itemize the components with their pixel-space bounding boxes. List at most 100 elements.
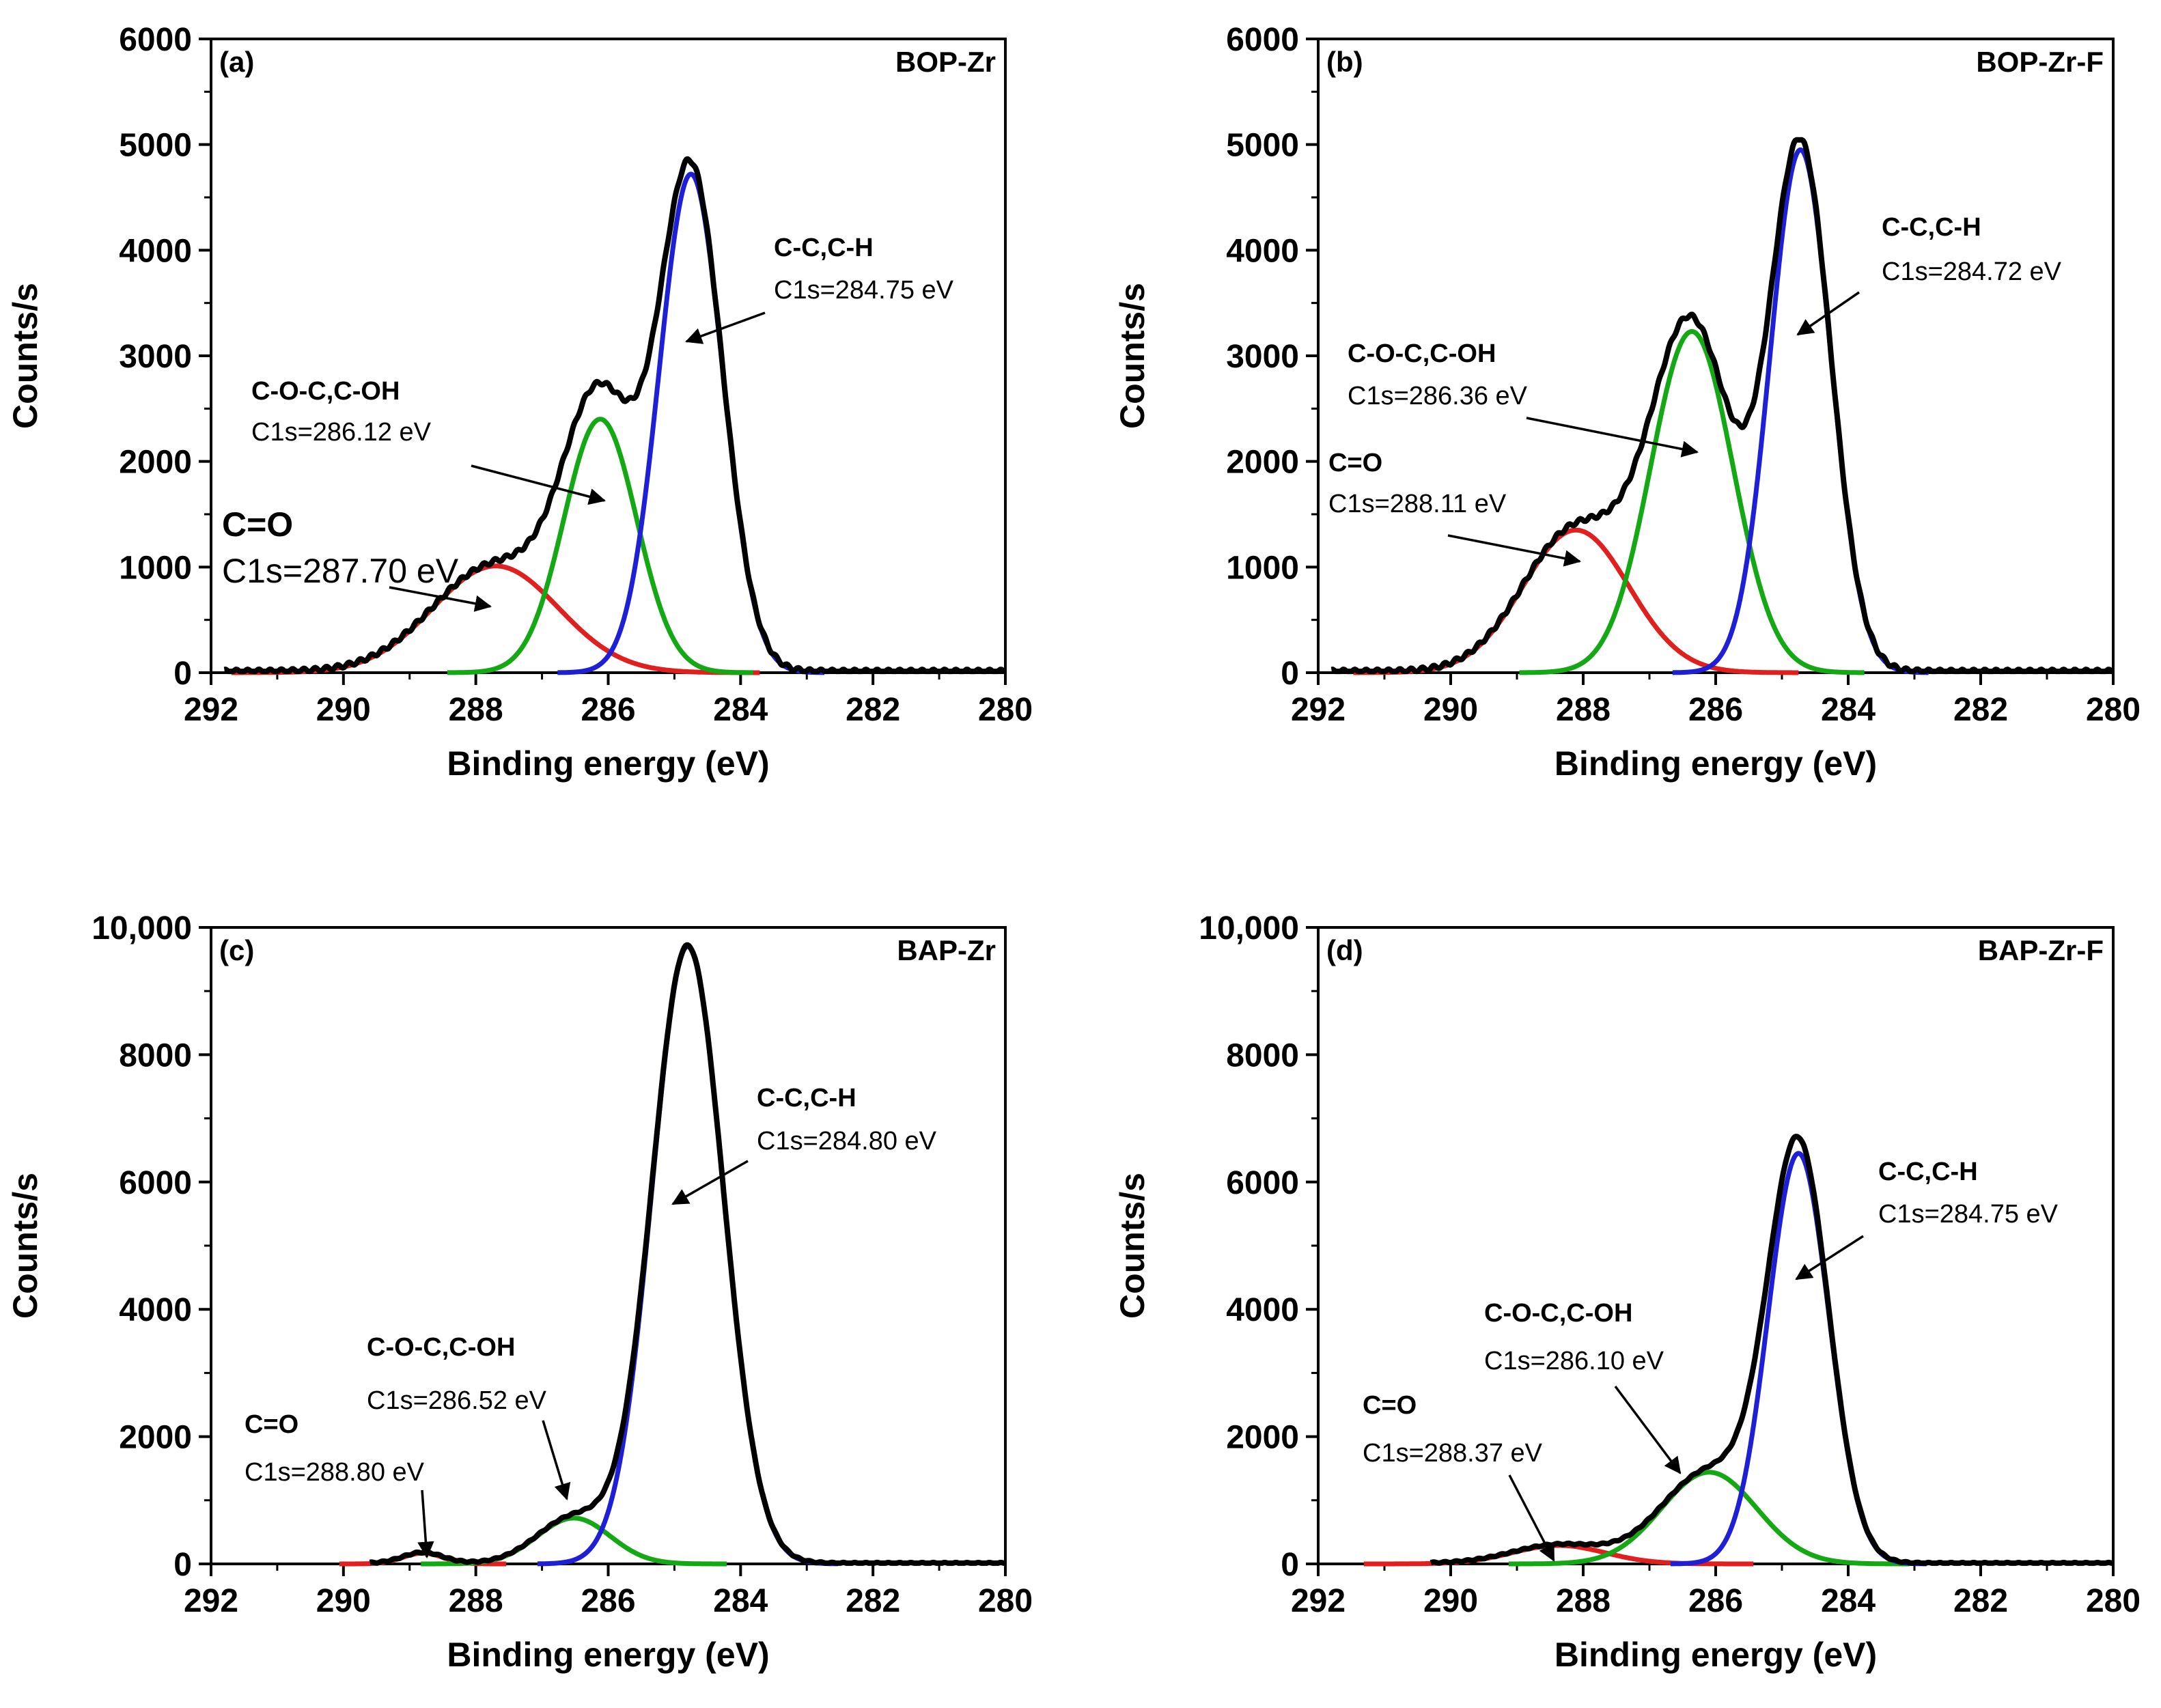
annotation-arrow: [1795, 1235, 1864, 1280]
x-tick-label: 290: [316, 1583, 371, 1619]
annotation-value: C1s=288.80 eV: [245, 1458, 425, 1487]
fit-curve-co: [1352, 527, 1800, 675]
annotation-title: C-C,C-H: [1878, 1158, 1978, 1186]
annotation-title: C-O-C,C-OH: [1348, 339, 1496, 368]
x-tick-label: 286: [1688, 692, 1743, 728]
fit-curve-coc: [445, 417, 755, 675]
envelope-curve: [1330, 137, 2115, 675]
sample-name: BAP-Zr: [897, 934, 996, 966]
y-tick-label: 4000: [1226, 1292, 1299, 1328]
x-tick-label: 292: [184, 692, 238, 728]
fit-curve-coc: [1517, 328, 1867, 675]
y-tick-label: 0: [173, 1547, 192, 1583]
annotation-title: C-C,C-H: [1882, 213, 1981, 242]
sample-name: BOP-Zr: [895, 46, 996, 78]
annotation-title: C-C,C-H: [757, 1084, 856, 1112]
annotation-title: C=O: [245, 1410, 298, 1439]
chart-panel-c: 292 290 288 286 284 282 280 0 2000 4000 6000 8000 10…: [6, 910, 1033, 1674]
annotation-title: C-O-C,C-OH: [367, 1333, 515, 1362]
annotation-arrow: [542, 1420, 571, 1500]
y-tick-label: 0: [1281, 1547, 1299, 1583]
y-tick-label: 2000: [1226, 445, 1299, 481]
annotation-value: C1s=284.80 eV: [757, 1127, 937, 1156]
y-tick-label: 3000: [1226, 339, 1299, 375]
annotation-arrow: [1508, 1474, 1555, 1562]
chart-panel-b: 292 290 288 286 284 282 280 0 1000 2000 3000 4000 50…: [1113, 22, 2141, 783]
annotation-value: C1s=286.36 eV: [1348, 382, 1528, 410]
x-axis-title: Binding energy (eV): [447, 744, 769, 783]
x-tick-label: 286: [581, 1583, 635, 1619]
x-tick-label: 292: [184, 1583, 238, 1619]
annotation-value: C1s=284.75 eV: [774, 276, 954, 305]
panel-label: (c): [219, 934, 254, 966]
annotation-value: C1s=286.10 eV: [1484, 1347, 1664, 1375]
fit-curve-coc: [419, 1515, 729, 1567]
x-tick-label: 288: [449, 1583, 503, 1619]
chart-panel-a: 292 290 288 286 284 282 280 0 1000 2000 3000 4000 50…: [6, 22, 1033, 783]
annotation-title: C=O: [222, 505, 293, 544]
x-tick-label: 292: [1291, 692, 1346, 728]
x-tick-label: 288: [449, 692, 503, 728]
y-tick-label: 6000: [1226, 1165, 1299, 1201]
annotation-arrow: [1614, 1385, 1682, 1474]
x-tick-label: 280: [978, 1583, 1033, 1619]
annotation-arrow: [685, 311, 766, 344]
annotation-title: C=O: [1363, 1391, 1417, 1420]
y-tick-label: 1000: [119, 550, 192, 586]
sample-name: BOP-Zr-F: [1976, 46, 2104, 78]
y-tick-label: 0: [1281, 656, 1299, 692]
annotation-value: C1s=288.37 eV: [1363, 1439, 1543, 1468]
x-tick-label: 288: [1556, 692, 1611, 728]
annotation-title: C-C,C-H: [774, 234, 874, 262]
x-axis-title: Binding energy (eV): [1554, 744, 1877, 783]
annotation-value: C1s=288.11 eV: [1328, 490, 1507, 518]
x-tick-label: 284: [1821, 692, 1876, 728]
plot-frame: [1317, 926, 2115, 1565]
x-tick-label: 284: [1821, 1583, 1876, 1619]
x-tick-label: 286: [581, 692, 635, 728]
x-tick-label: 284: [713, 1583, 768, 1619]
x-tick-label: 280: [2086, 692, 2141, 728]
y-tick-label: 8000: [119, 1037, 192, 1074]
annotation-value: C1s=287.70 eV: [222, 552, 459, 590]
y-tick-label: 8000: [1226, 1037, 1299, 1074]
annotation-title: C-O-C,C-OH: [251, 377, 400, 406]
x-tick-label: 290: [1423, 1583, 1478, 1619]
x-tick-label: 290: [316, 692, 371, 728]
x-tick-label: 280: [978, 692, 1033, 728]
x-tick-label: 282: [846, 1583, 900, 1619]
annotation-arrow: [471, 464, 606, 505]
x-tick-label: 282: [846, 692, 900, 728]
y-tick-label: 2000: [1226, 1420, 1299, 1456]
x-tick-label: 288: [1556, 1583, 1611, 1619]
y-tick-label: 6000: [119, 22, 192, 58]
panel-label: (a): [219, 46, 254, 78]
y-tick-label: 10,000: [1199, 910, 1299, 947]
envelope-curve: [223, 156, 1007, 675]
y-tick-label: 2000: [119, 445, 192, 481]
y-axis-title: Counts/s: [6, 283, 44, 429]
annotation-arrow: [417, 1489, 434, 1559]
y-tick-label: 6000: [119, 1165, 192, 1201]
x-tick-label: 290: [1423, 692, 1478, 728]
annotation-title: C=O: [1328, 449, 1382, 477]
y-tick-label: 1000: [1226, 550, 1299, 586]
y-axis-title: Counts/s: [6, 1173, 44, 1319]
y-tick-label: 6000: [1226, 22, 1299, 58]
chart-panel-d: 292 290 288 286 284 282 280 0 2000 4000 6000 8000 10…: [1113, 910, 2141, 1674]
x-tick-label: 292: [1291, 1583, 1346, 1619]
annotation-arrow: [389, 586, 492, 612]
sample-name: BAP-Zr-F: [1978, 934, 2104, 966]
panel-label: (b): [1326, 46, 1363, 78]
x-tick-label: 282: [1953, 1583, 2008, 1619]
y-axis-title: Counts/s: [1113, 1173, 1152, 1319]
annotation-arrow: [1526, 417, 1699, 458]
x-tick-label: 280: [2086, 1583, 2141, 1619]
x-tick-label: 286: [1688, 1583, 1743, 1619]
y-tick-label: 10,000: [92, 910, 192, 947]
x-axis-title: Binding energy (eV): [1554, 1636, 1877, 1674]
y-tick-label: 5000: [1226, 128, 1299, 164]
y-tick-label: 4000: [1226, 233, 1299, 269]
y-tick-label: 4000: [119, 1292, 192, 1328]
